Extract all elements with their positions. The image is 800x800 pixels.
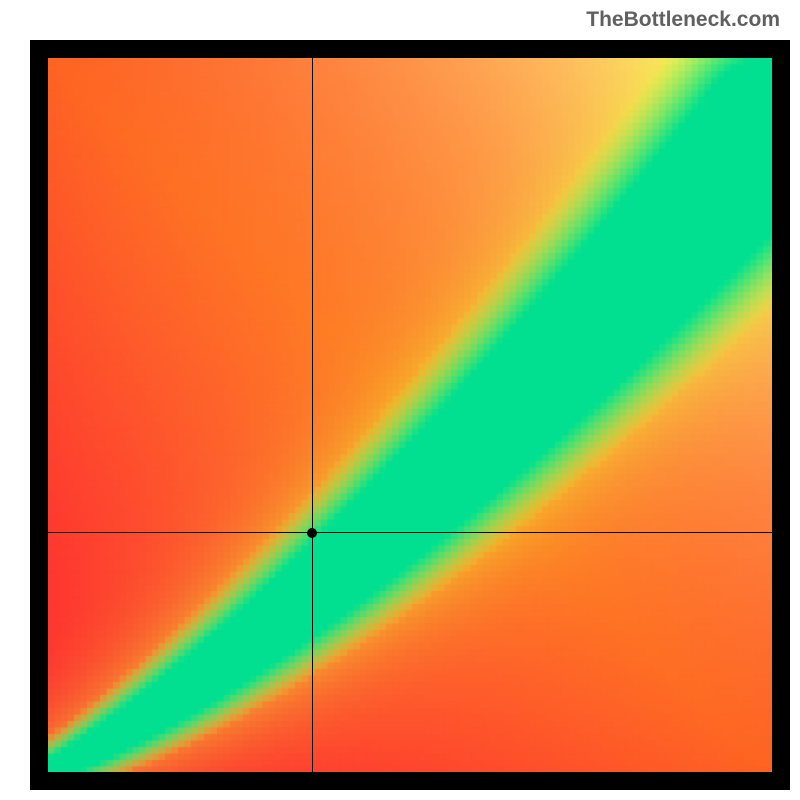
heatmap-plot xyxy=(48,58,772,772)
crosshair-vertical xyxy=(312,58,313,772)
frame-right xyxy=(772,40,790,790)
crosshair-marker xyxy=(307,528,317,538)
frame-bottom xyxy=(30,772,790,790)
frame-left xyxy=(30,40,48,790)
crosshair-horizontal xyxy=(48,532,772,533)
watermark-text: TheBottleneck.com xyxy=(586,8,780,32)
frame-top xyxy=(30,40,790,58)
heatmap-canvas xyxy=(48,58,772,772)
